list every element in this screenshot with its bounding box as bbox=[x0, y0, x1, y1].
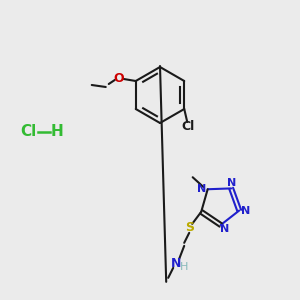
Text: N: N bbox=[226, 178, 236, 188]
Text: H: H bbox=[180, 262, 188, 272]
Text: O: O bbox=[113, 71, 124, 85]
Text: N: N bbox=[171, 257, 181, 270]
Text: Cl: Cl bbox=[182, 121, 195, 134]
Text: N: N bbox=[197, 184, 206, 194]
Text: Cl: Cl bbox=[20, 124, 36, 140]
Text: S: S bbox=[185, 221, 194, 234]
Text: N: N bbox=[241, 206, 250, 215]
Text: H: H bbox=[51, 124, 63, 140]
Text: N: N bbox=[220, 224, 229, 234]
